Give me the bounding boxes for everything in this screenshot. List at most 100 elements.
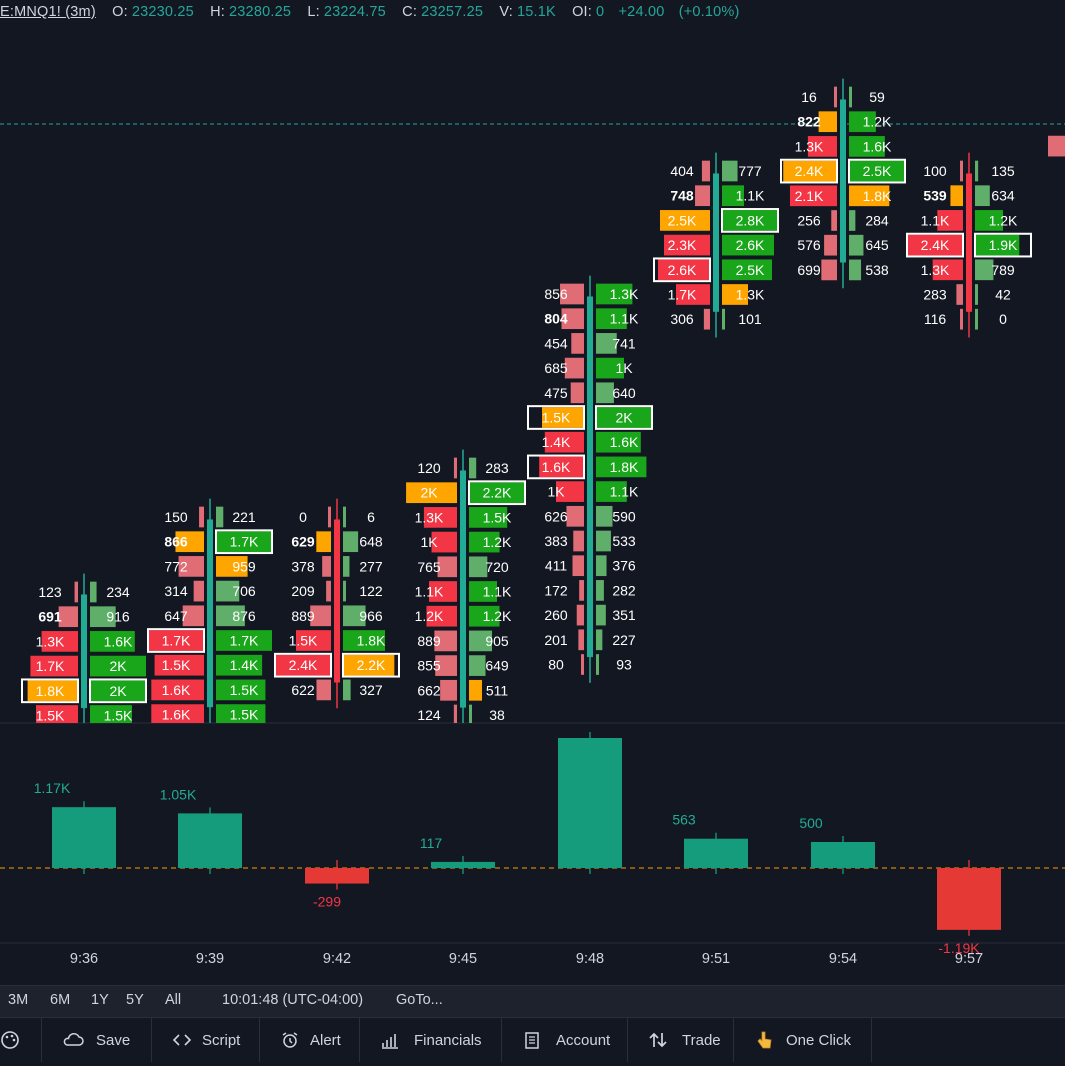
bid-volume-label: 1.5K <box>36 708 65 724</box>
imbalance-box-bid <box>21 678 79 704</box>
footprint-candle-9:48: 856 1.3K 804 1.1K 454 741 685 1K 475 640 1.5K 2K 1.4… <box>527 275 653 683</box>
alert-button[interactable]: Alert <box>260 1018 360 1062</box>
footprint-row: 2.4K 1.9K <box>906 232 1032 258</box>
change-percent: (+0.10%) <box>678 4 740 20</box>
ask-volume-bar <box>722 234 774 256</box>
footprint-row: 622 327 <box>291 679 383 701</box>
footprint-row: 475 640 <box>544 382 636 404</box>
bid-volume-bar <box>316 679 331 701</box>
ask-volume-label: 351 <box>612 607 636 623</box>
bid-volume-label: 626 <box>544 508 568 524</box>
ask-volume-bar <box>343 531 359 553</box>
ask-volume-bar <box>216 605 245 627</box>
bid-volume-label: 1.8K <box>36 683 65 699</box>
ask-volume-bar <box>596 431 641 453</box>
footprint-row: 748 1.1K <box>670 185 765 207</box>
ask-volume-label: 741 <box>612 335 636 351</box>
one-click-button[interactable]: One Click <box>734 1018 872 1062</box>
ask-volume-bar <box>216 580 240 602</box>
financials-button[interactable]: Financials <box>360 1018 502 1062</box>
ask-volume-bar <box>469 630 493 652</box>
range-all[interactable]: All <box>165 992 182 1008</box>
bid-volume-label: 2.3K <box>668 237 697 253</box>
account-button[interactable]: Account <box>502 1018 628 1062</box>
footprint-row: 1.5K 1.4K <box>154 654 263 676</box>
footprint-row: 1.6K 1.8K <box>527 454 647 480</box>
range-3m[interactable]: 3M <box>8 992 29 1008</box>
ask-volume-bar <box>722 210 778 231</box>
ask-volume-label: 777 <box>738 163 762 179</box>
delta-bar-9:51: 563 <box>672 812 748 874</box>
ask-volume-bar <box>469 581 497 602</box>
footprint-row: 256 284 <box>797 210 889 231</box>
ask-volume-bar <box>469 556 488 578</box>
bid-volume-bar <box>296 630 331 651</box>
footprint-row: 1K 1.2K <box>420 531 512 553</box>
footprint-row: 822 1.2K <box>797 111 892 133</box>
bid-volume-bar <box>789 185 837 207</box>
footprint-row: 1.6K 1.5K <box>151 704 266 723</box>
symbol-label[interactable]: E:MNQ1! (3m) <box>0 4 96 20</box>
script-label: Script <box>202 1031 241 1049</box>
bid-volume-bar <box>58 606 78 628</box>
delta-value-label: 1.05K <box>160 786 197 802</box>
bid-volume-label: 1.3K <box>36 633 65 649</box>
bid-volume-label: 256 <box>797 213 821 229</box>
bid-volume-bar <box>660 210 710 231</box>
ask-volume-bar <box>596 530 611 552</box>
footprint-row: 576 645 <box>797 234 889 256</box>
bid-volume-bar <box>151 679 204 701</box>
ask-volume-bar <box>975 234 1020 256</box>
trade-button[interactable]: Trade <box>628 1018 734 1062</box>
ask-volume-bar <box>343 654 395 676</box>
range-1y[interactable]: 1Y <box>91 992 109 1008</box>
ask-volume-label: 1.4K <box>230 657 259 673</box>
chart-area[interactable]: 123 234 691 916 1.3K 1.6K 1.7K 2K 1.8K 2K 1.5K 1.5K… <box>0 0 1065 985</box>
footprint-row: 16 59 <box>801 86 885 108</box>
bid-volume-bar <box>701 160 710 182</box>
footprint-row: 2.4K 2.2K <box>274 652 400 678</box>
script-button[interactable]: Script <box>152 1018 260 1062</box>
ask-volume-bar <box>596 407 652 428</box>
volume-value: 15.1K <box>516 4 556 20</box>
delta-value-label: 563 <box>672 812 696 828</box>
palette-button[interactable] <box>0 1018 42 1062</box>
range-6m[interactable]: 6M <box>50 992 71 1008</box>
footprint-row: 2K 2.2K <box>406 480 526 506</box>
bid-volume-label: 2.1K <box>795 188 824 204</box>
bid-volume-bar <box>151 704 204 723</box>
bid-volume-label: 699 <box>797 262 821 278</box>
bid-volume-bar <box>434 630 457 652</box>
bid-volume-bar <box>429 581 457 602</box>
delta-bar-9:39: 1.05K <box>160 786 242 874</box>
footprint-row: 1.7K 2K <box>30 655 146 677</box>
bid-volume-label: 150 <box>164 509 188 525</box>
ask-volume-label: 1.1K <box>736 188 765 204</box>
ask-volume-bar <box>975 160 979 182</box>
bid-volume-bar <box>932 259 963 281</box>
bid-volume-label: 2.4K <box>921 237 950 253</box>
footprint-row: 1.7K 1.3K <box>668 284 765 305</box>
bid-volume-bar <box>818 111 837 133</box>
bid-volume-bar <box>676 284 710 305</box>
footprint-row: 97 <box>1048 135 1065 157</box>
bid-volume-label: 314 <box>164 583 188 599</box>
range-5y[interactable]: 5Y <box>126 992 144 1008</box>
bid-volume-bar <box>950 185 963 207</box>
footprint-row: 201 227 <box>544 629 636 651</box>
bid-volume-bar <box>30 655 78 677</box>
bid-volume-bar <box>453 704 457 723</box>
save-button[interactable]: Save <box>42 1018 152 1062</box>
goto-button[interactable]: GoTo... <box>396 992 443 1008</box>
clock-timezone[interactable]: 10:01:48 (UTC-04:00) <box>222 992 364 1008</box>
bid-volume-label: 804 <box>544 311 568 327</box>
footprint-row: 626 590 <box>544 505 636 527</box>
footprint-row: 856 1.3K <box>544 283 639 305</box>
footprint-row: 691 916 <box>38 606 130 628</box>
ask-volume-bar <box>596 456 647 478</box>
ask-volume-bar <box>596 654 599 675</box>
ask-volume-bar <box>849 234 864 256</box>
footprint-row: 1K 1.1K <box>547 481 639 502</box>
bid-volume-label: 172 <box>544 582 568 598</box>
